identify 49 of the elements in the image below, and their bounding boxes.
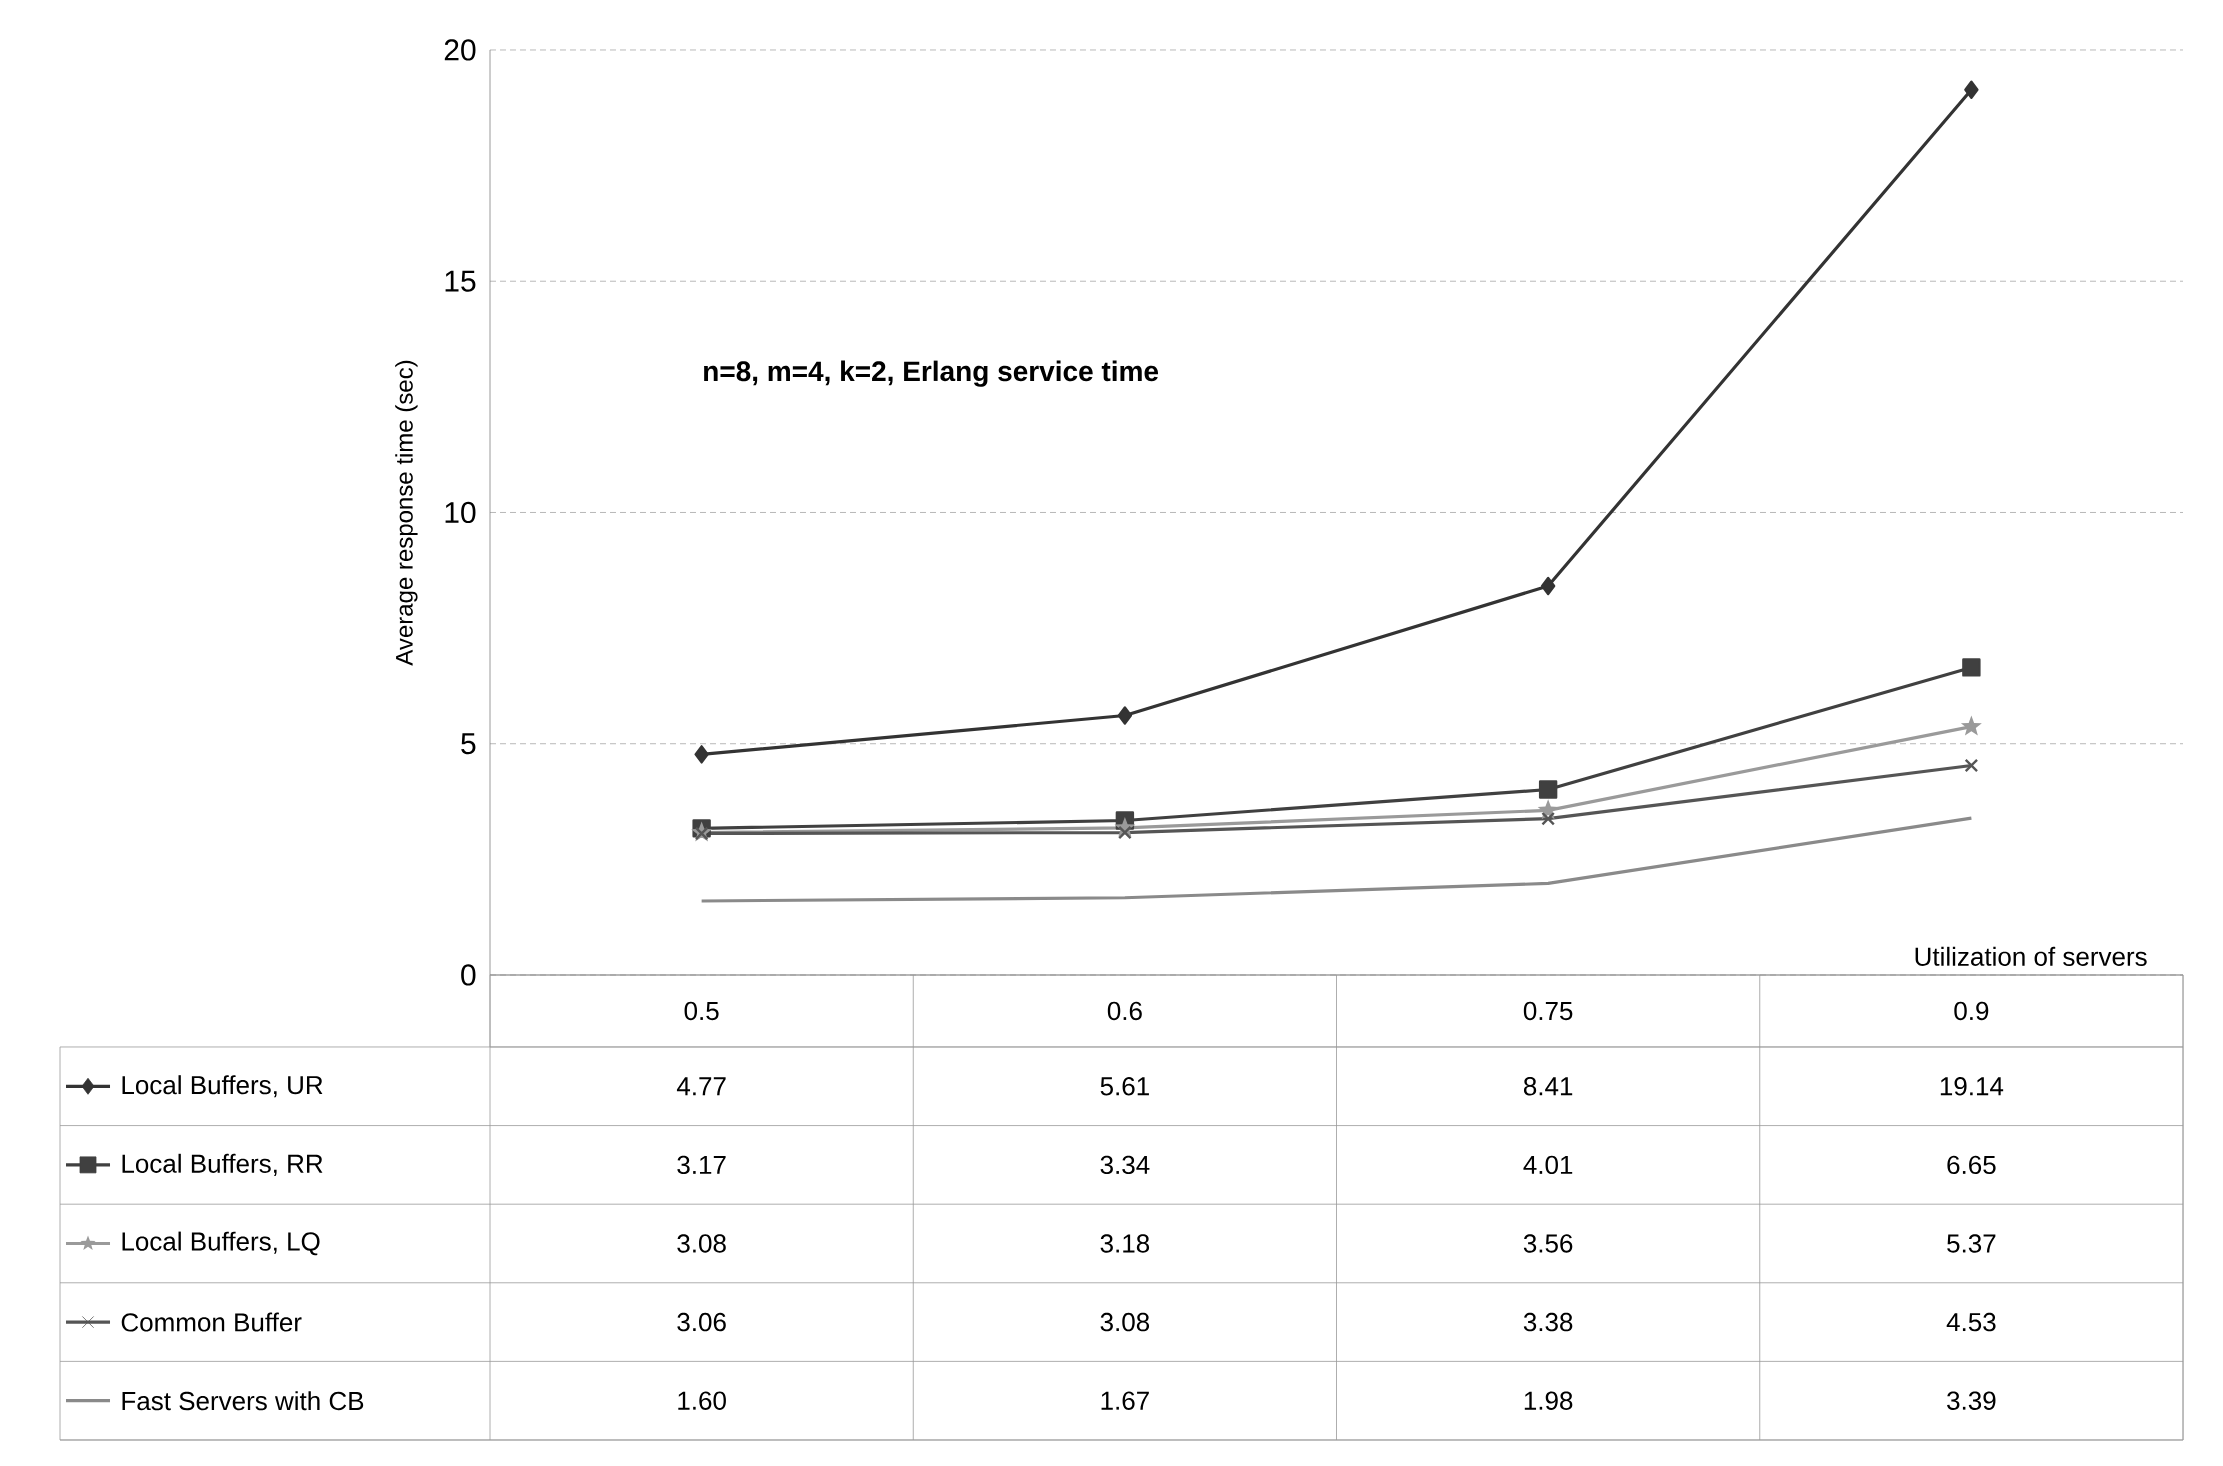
point — [1541, 811, 1555, 826]
x-tick-label: 0.9 — [1954, 1001, 1989, 1021]
y-tick-label: 15 — [445, 270, 476, 292]
data-label: 3.34 — [1100, 1155, 1150, 1175]
data-label: 1.98 — [1524, 1391, 1573, 1410]
point — [1117, 706, 1133, 725]
data-label: 4.01 — [1523, 1155, 1573, 1175]
data-label: 3.39 — [1947, 1391, 1996, 1410]
data-label: 3.08 — [677, 1234, 726, 1253]
legend-label: Local Buffers, RR — [122, 1153, 323, 1176]
data-label: 5.37 — [1947, 1234, 1996, 1253]
data-label: 3.38 — [1523, 1312, 1573, 1332]
point — [1540, 576, 1556, 596]
y-tick-label: 10 — [445, 501, 476, 524]
y-tick-label: 5 — [461, 733, 476, 755]
x-tick-label: 0.5 — [684, 1001, 719, 1021]
line-series — [700, 816, 1973, 903]
y-axis-title: Average response time (sec) — [395, 360, 418, 666]
data-label: 5.61 — [1100, 1077, 1149, 1096]
point — [1538, 780, 1558, 799]
point — [694, 826, 709, 841]
data-label: 1.67 — [1101, 1391, 1149, 1410]
legend-label: Local Buffers, LQ — [122, 1231, 320, 1256]
legend-label: Fast Servers with CB — [122, 1391, 364, 1411]
data-label: 19.14 — [1940, 1077, 2004, 1096]
legend-label: Common Buffer — [121, 1312, 302, 1332]
legend-label: Local Buffers, UR — [122, 1075, 323, 1098]
point — [1964, 758, 1979, 773]
x-axis-title: Utilization of servers — [1915, 946, 2147, 966]
data-label: 4.77 — [676, 1077, 726, 1096]
point — [1962, 658, 1981, 677]
data-label: 3.56 — [1523, 1234, 1573, 1253]
data-label: 1.60 — [678, 1391, 726, 1410]
x-tick-label: 0.75 — [1523, 1001, 1573, 1021]
data-label: 6.65 — [1947, 1155, 1996, 1175]
x-tick-label: 0.6 — [1107, 1001, 1142, 1021]
point — [1964, 80, 1979, 99]
data-label: 8.41 — [1523, 1077, 1573, 1096]
point — [694, 745, 709, 764]
data-label: 4.53 — [1946, 1312, 1996, 1332]
point — [1960, 715, 1982, 736]
y-tick-label: 20 — [444, 39, 476, 61]
data-label: 3.08 — [1100, 1312, 1150, 1332]
data-label: 3.06 — [677, 1312, 726, 1332]
data-label: 3.17 — [677, 1155, 726, 1175]
point — [1118, 825, 1132, 840]
annotation: n=8, m=4, k=2, Erlang service time — [704, 360, 1159, 387]
data-label: 3.18 — [1100, 1234, 1150, 1253]
y-tick-label: 0 — [461, 964, 476, 986]
